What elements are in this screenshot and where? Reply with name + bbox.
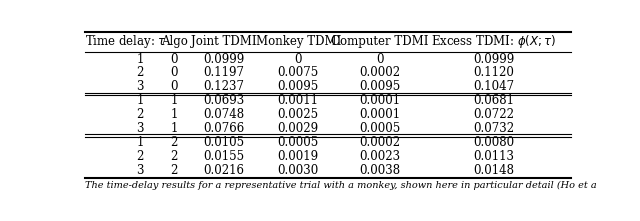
Text: 0.0005: 0.0005	[360, 122, 401, 135]
Text: Excess TDMI: $\phi(X;\tau)$: Excess TDMI: $\phi(X;\tau)$	[431, 33, 557, 50]
Text: 0.0030: 0.0030	[278, 164, 319, 177]
Text: 0.0002: 0.0002	[360, 136, 401, 149]
Text: Algo: Algo	[161, 35, 188, 48]
Text: 0.1237: 0.1237	[204, 80, 244, 93]
Text: 0.0095: 0.0095	[278, 80, 319, 93]
Text: 0.1197: 0.1197	[204, 67, 244, 80]
Text: 0.1047: 0.1047	[474, 80, 515, 93]
Text: 1: 1	[136, 53, 144, 65]
Text: 0.0080: 0.0080	[474, 136, 515, 149]
Text: 0.0732: 0.0732	[474, 122, 515, 135]
Text: 0.0002: 0.0002	[360, 67, 401, 80]
Text: 0.0748: 0.0748	[204, 108, 244, 121]
Text: 0.0681: 0.0681	[474, 94, 515, 107]
Text: 1: 1	[170, 108, 178, 121]
Text: 0: 0	[170, 67, 178, 80]
Text: 1: 1	[136, 136, 144, 149]
Text: Monkey TDMI: Monkey TDMI	[255, 35, 341, 48]
Text: 0.0005: 0.0005	[278, 136, 319, 149]
Text: 0.0216: 0.0216	[204, 164, 244, 177]
Text: 0.0113: 0.0113	[474, 150, 515, 163]
Text: 1: 1	[170, 122, 178, 135]
Text: 2: 2	[170, 150, 178, 163]
Text: 0.1120: 0.1120	[474, 67, 515, 80]
Text: 0.0148: 0.0148	[474, 164, 515, 177]
Text: 2: 2	[136, 67, 144, 80]
Text: 0.0693: 0.0693	[204, 94, 244, 107]
Text: 2: 2	[170, 164, 178, 177]
Text: 1: 1	[170, 94, 178, 107]
Text: 0.0025: 0.0025	[278, 108, 319, 121]
Text: 3: 3	[136, 122, 144, 135]
Text: 0: 0	[294, 53, 302, 65]
Text: 2: 2	[136, 150, 144, 163]
Text: 0.0019: 0.0019	[278, 150, 319, 163]
Text: 1: 1	[136, 94, 144, 107]
Text: 0.0999: 0.0999	[204, 53, 244, 65]
Text: 0.0038: 0.0038	[360, 164, 401, 177]
Text: 0.0155: 0.0155	[204, 150, 244, 163]
Text: 0.0766: 0.0766	[204, 122, 244, 135]
Text: 0.0001: 0.0001	[360, 108, 401, 121]
Text: The time-delay results for a representative trial with a monkey, shown here in p: The time-delay results for a representat…	[85, 181, 596, 190]
Text: 3: 3	[136, 164, 144, 177]
Text: 0.0075: 0.0075	[278, 67, 319, 80]
Text: 0: 0	[170, 80, 178, 93]
Text: Time delay: $\tau$: Time delay: $\tau$	[85, 33, 167, 50]
Text: 0.0722: 0.0722	[474, 108, 515, 121]
Text: 0.0011: 0.0011	[278, 94, 319, 107]
Text: 0.0023: 0.0023	[360, 150, 401, 163]
Text: 3: 3	[136, 80, 144, 93]
Text: 0.0029: 0.0029	[278, 122, 319, 135]
Text: 0: 0	[376, 53, 384, 65]
Text: 0: 0	[170, 53, 178, 65]
Text: 0.0999: 0.0999	[474, 53, 515, 65]
Text: 0.0105: 0.0105	[204, 136, 244, 149]
Text: Joint TDMI: Joint TDMI	[191, 35, 257, 48]
Text: 0.0095: 0.0095	[360, 80, 401, 93]
Text: 2: 2	[136, 108, 144, 121]
Text: 0.0001: 0.0001	[360, 94, 401, 107]
Text: 2: 2	[170, 136, 178, 149]
Text: Computer TDMI: Computer TDMI	[332, 35, 429, 48]
